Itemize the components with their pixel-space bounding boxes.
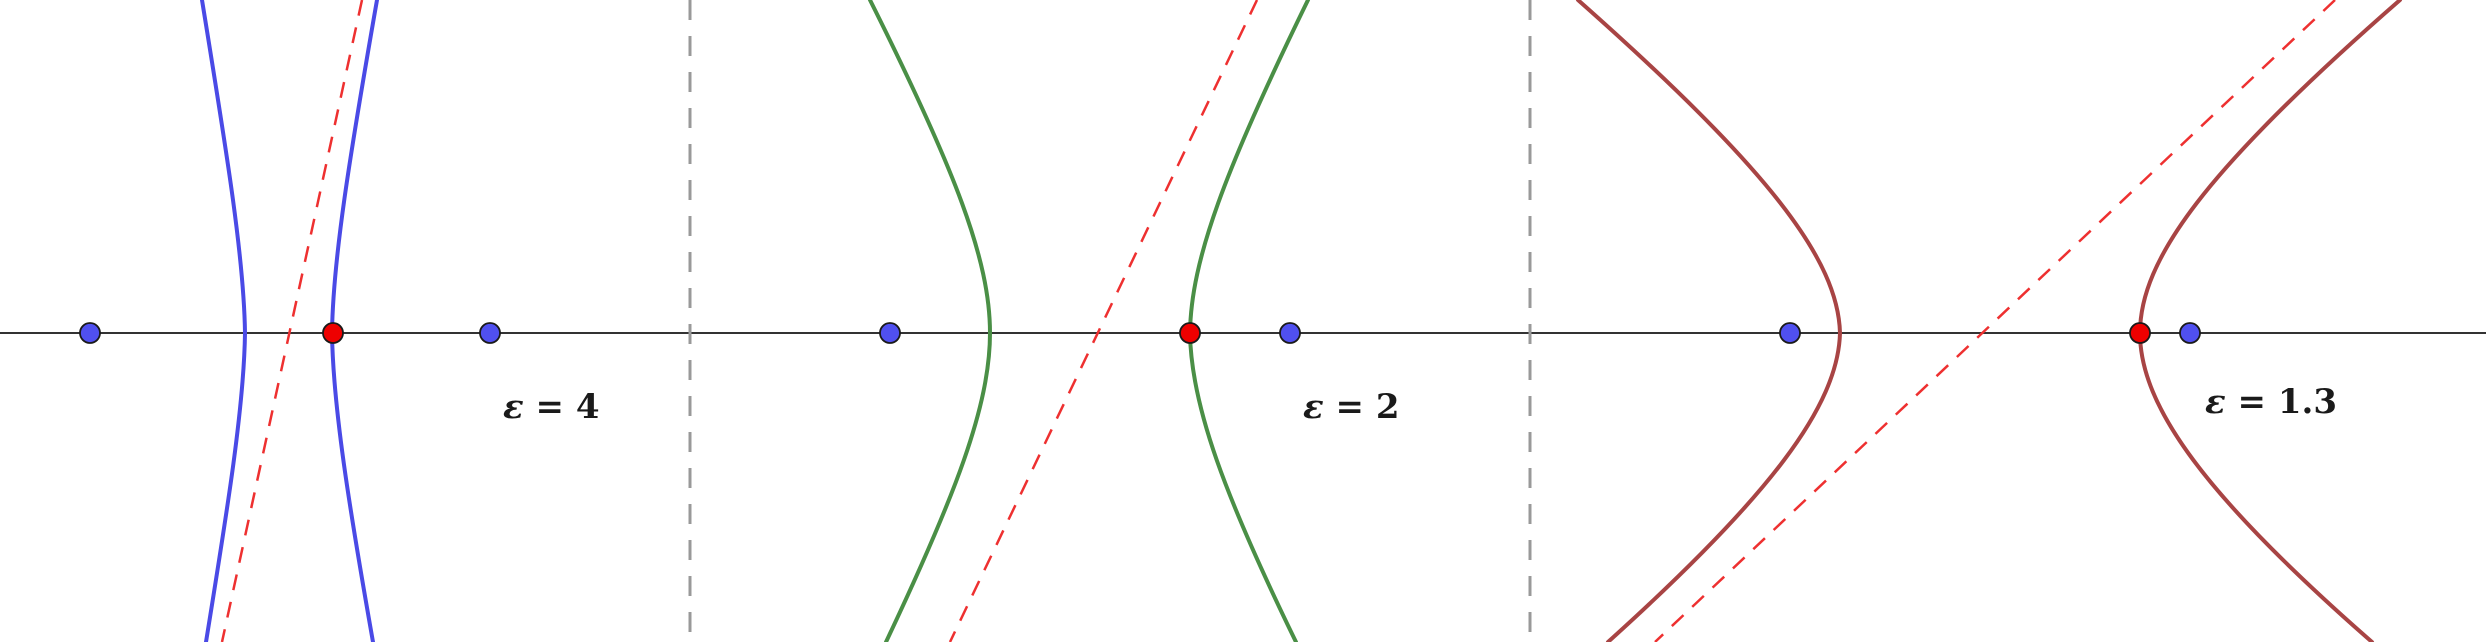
focus-point-right-eps-2	[1279, 322, 1301, 344]
eccentricity-value: = 1.3	[2226, 382, 2337, 422]
eccentricity-symbol: ε	[503, 387, 524, 427]
eccentricity-symbol: ε	[1303, 387, 1324, 427]
hyperbola-left-branch-eps-2	[868, 0, 993, 642]
focus-point-right-eps-4	[479, 322, 501, 344]
panel-eps-2: ε = 2	[868, 0, 1400, 642]
asymptote-eps-1-3	[1654, 0, 2336, 642]
eccentricity-symbol: ε	[2205, 382, 2226, 422]
focus-point-left-eps-2	[879, 322, 901, 344]
panel-eps-1-3: ε = 1.3	[1576, 0, 2402, 642]
asymptote-eps-4	[220, 0, 364, 642]
panel-eps-4: ε = 4	[79, 0, 600, 642]
vertex-point-eps-2	[1179, 322, 1201, 344]
vertex-point-eps-4	[322, 322, 344, 344]
focus-point-right-eps-1-3	[2179, 322, 2201, 344]
eccentricity-label-eps-1-3: ε = 1.3	[2205, 382, 2337, 422]
eccentricity-value: = 4	[524, 387, 600, 427]
eccentricity-label-eps-2: ε = 2	[1303, 387, 1400, 427]
focus-point-left-eps-4	[79, 322, 101, 344]
focus-point-left-eps-1-3	[1779, 322, 1801, 344]
eccentricity-value: = 2	[1324, 387, 1400, 427]
asymptote-eps-2	[948, 0, 1259, 642]
vertex-point-eps-1-3	[2129, 322, 2151, 344]
hyperbola-left-branch-eps-4	[200, 0, 248, 642]
hyperbola-left-branch-eps-1-3	[1576, 0, 1843, 642]
eccentricity-label-eps-4: ε = 4	[503, 387, 600, 427]
